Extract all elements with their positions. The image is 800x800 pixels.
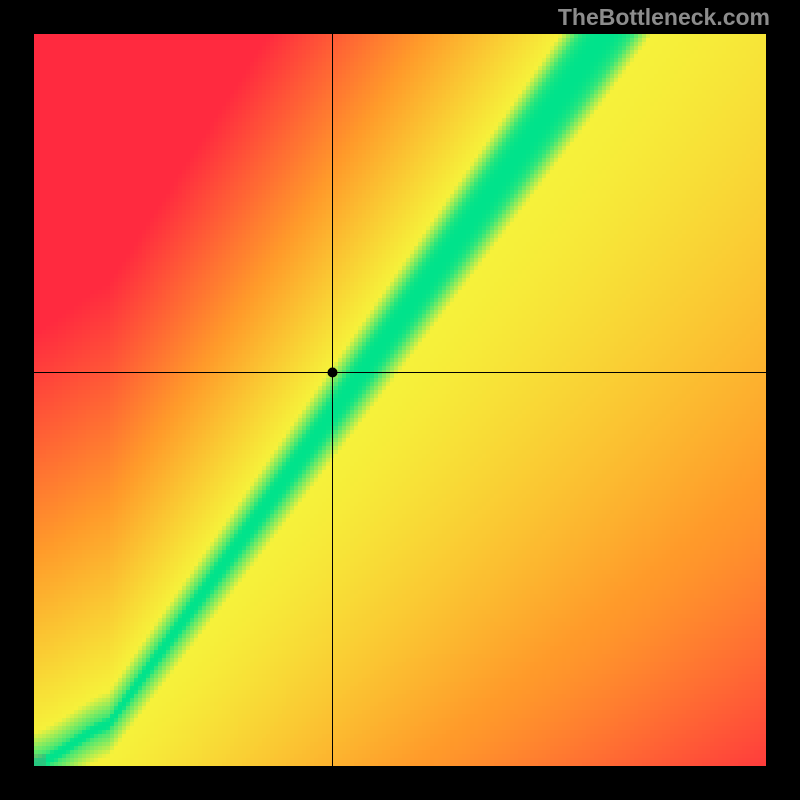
chart-container: TheBottleneck.com — [0, 0, 800, 800]
bottleneck-heatmap — [34, 34, 766, 766]
watermark-text: TheBottleneck.com — [558, 4, 770, 31]
